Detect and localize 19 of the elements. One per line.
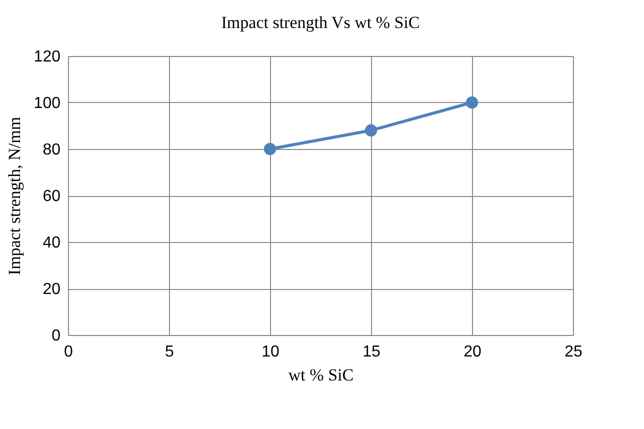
x-tick-label: 20	[464, 344, 482, 360]
chart-title: Impact strength Vs wt % SiC	[221, 13, 420, 32]
x-tick-label: 25	[564, 344, 582, 360]
y-tick-label: 60	[42, 188, 61, 205]
y-tick-label: 0	[52, 328, 61, 344]
x-tick-label: 0	[64, 344, 74, 360]
y-tick-label: 40	[42, 234, 61, 252]
y-tick-label: 80	[42, 142, 61, 158]
y-tick-label: 20	[42, 281, 61, 298]
y-tick-label: 100	[34, 95, 61, 112]
x-axis-title: wt % SiC	[288, 366, 354, 384]
point	[466, 96, 478, 109]
x-tick-label: 15	[362, 344, 380, 360]
x-tick-label: 10	[262, 344, 280, 360]
point	[364, 124, 378, 137]
y-axis-title: Impact strength, N/mm	[4, 116, 24, 276]
y-tick-label: 120	[34, 48, 61, 66]
x-tick-label: 5	[165, 344, 174, 360]
point	[264, 142, 276, 156]
